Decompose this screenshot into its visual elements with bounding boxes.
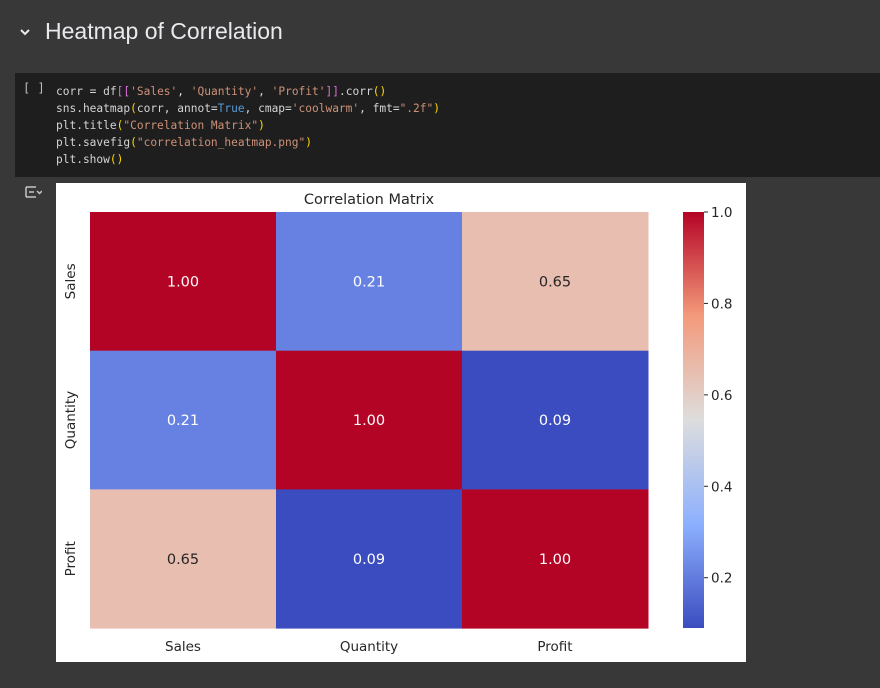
y-tick-label: Sales bbox=[63, 263, 79, 299]
heatmap-cell bbox=[90, 350, 277, 490]
run-cell-button[interactable]: [ ] bbox=[23, 81, 45, 95]
code-editor[interactable]: corr = df[['Sales', 'Quantity', 'Profit'… bbox=[56, 83, 440, 168]
chart-title: Correlation Matrix bbox=[304, 192, 435, 208]
cell-annotation: 1.00 bbox=[167, 274, 199, 290]
code-line: corr = df[['Sales', 'Quantity', 'Profit'… bbox=[56, 85, 387, 98]
colorbar-tick-label: 0.4 bbox=[711, 479, 732, 495]
section-header: Heatmap of Correlation bbox=[0, 0, 880, 62]
colorbar-tick-label: 0.8 bbox=[711, 296, 732, 312]
heatmap-cell bbox=[462, 212, 649, 352]
colorbar-tick-label: 1.0 bbox=[711, 205, 732, 221]
x-tick-label: Quantity bbox=[340, 639, 398, 655]
x-tick-label: Profit bbox=[537, 639, 572, 655]
colorbar bbox=[683, 212, 704, 628]
output-toggle-icon[interactable] bbox=[24, 184, 42, 202]
x-tick-label: Sales bbox=[165, 639, 201, 655]
colorbar-tick-label: 0.6 bbox=[711, 388, 732, 404]
code-line: sns.heatmap(corr, annot=True, cmap='cool… bbox=[56, 102, 440, 115]
heatmap-figure: Correlation Matrix 1.00 0.21 0.65 0.21 1.00 0.… bbox=[56, 183, 746, 662]
cell-annotation: 1.00 bbox=[539, 552, 571, 568]
heatmap-cell bbox=[276, 212, 463, 352]
code-line: plt.savefig("correlation_heatmap.png") bbox=[56, 136, 312, 149]
heatmap-cell bbox=[90, 212, 277, 352]
cell-annotation: 0.65 bbox=[539, 274, 571, 290]
code-line: plt.title("Correlation Matrix") bbox=[56, 119, 265, 132]
section-title: Heatmap of Correlation bbox=[45, 18, 283, 44]
chevron-down-icon[interactable] bbox=[17, 24, 33, 40]
cell-annotation: 0.09 bbox=[353, 552, 385, 568]
y-tick-label: Quantity bbox=[63, 391, 79, 449]
heatmap-chart: Correlation Matrix 1.00 0.21 0.65 0.21 1.00 0.… bbox=[63, 192, 732, 655]
cell-annotation: 0.65 bbox=[167, 552, 199, 568]
heatmap-cell bbox=[276, 489, 463, 629]
cell-annotation: 0.21 bbox=[353, 274, 385, 290]
colorbar-tick-label: 0.2 bbox=[711, 571, 732, 587]
heatmap-cell bbox=[462, 489, 649, 629]
code-line: plt.show() bbox=[56, 153, 124, 166]
cell-annotation: 1.00 bbox=[353, 413, 385, 429]
heatmap-cell bbox=[90, 489, 277, 629]
heatmap-cell bbox=[276, 350, 463, 490]
heatmap-cell bbox=[462, 350, 649, 490]
cell-annotation: 0.21 bbox=[167, 413, 199, 429]
y-tick-label: Profit bbox=[63, 541, 79, 576]
code-cell[interactable]: [ ] corr = df[['Sales', 'Quantity', 'Pro… bbox=[15, 73, 880, 177]
cell-annotation: 0.09 bbox=[539, 413, 571, 429]
